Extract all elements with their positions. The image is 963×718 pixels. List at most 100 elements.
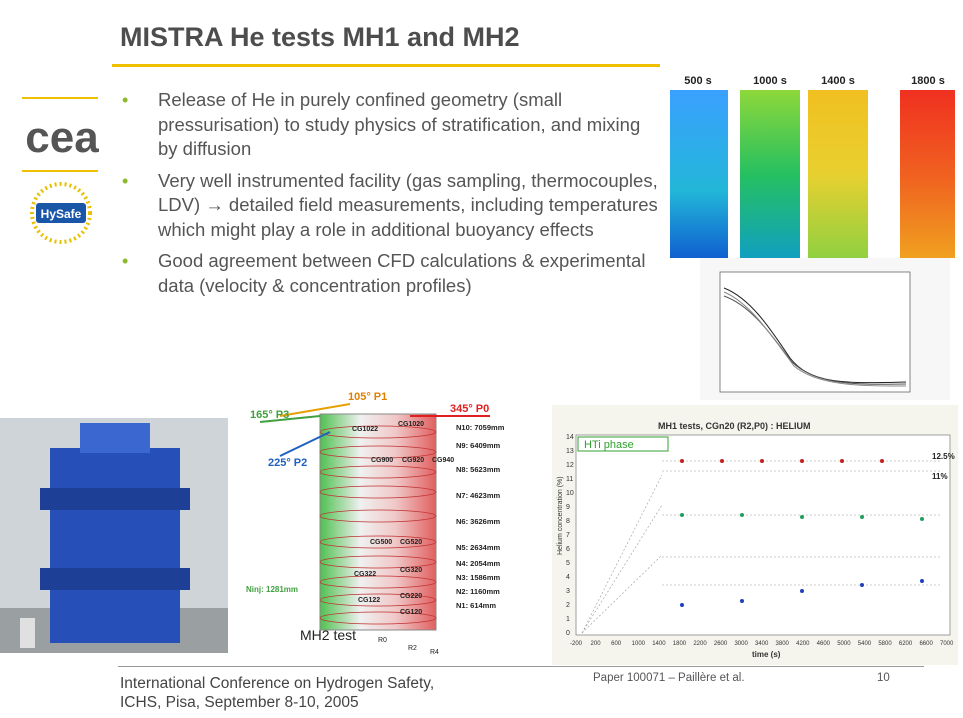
cg-label: CG220 [400, 593, 422, 600]
velocity-profile-plot [700, 258, 950, 400]
hysafe-logo: HySafe [30, 182, 92, 244]
x-tick-label: 5400 [858, 641, 872, 647]
snapshot-time-label: 1800 s [911, 75, 945, 87]
y-tick-label: 2 [566, 602, 570, 609]
x-tick-label: 5000 [837, 641, 851, 647]
bullet-item: • Release of He in purely confined geomet… [118, 88, 658, 162]
snapshot-time-label: 1000 s [753, 75, 787, 87]
hysafe-logo-text: HySafe [41, 207, 82, 221]
snapshot-500s: 500 s [670, 75, 728, 258]
x-tick-label: 5800 [878, 641, 892, 647]
bullet-text: Release of He in purely confined geometr… [158, 89, 641, 159]
footer-conference-line1: International Conference on Hydrogen Saf… [120, 675, 435, 692]
bullet-item: • Good agreement between CFD calculations… [118, 249, 658, 298]
page-number: 10 [877, 672, 890, 684]
x-tick-label: 4200 [796, 641, 810, 647]
y-tick-label: 7 [566, 532, 570, 539]
angle-p0: 345° P0 [450, 403, 489, 415]
snapshot-time-label: 500 s [684, 75, 712, 87]
annotation-12-5: 12.5% [932, 452, 955, 461]
cea-logo-text: cea [25, 113, 99, 162]
x-tick-label: 2200 [693, 641, 707, 647]
bullet-marker: • [122, 251, 129, 271]
y-tick-label: 6 [566, 546, 570, 553]
radius-label: R0 [378, 637, 387, 644]
injection-level: Ninj: 1281mm [246, 585, 298, 594]
y-tick-label: 10 [566, 490, 574, 497]
level-label: N9: 6409mm [456, 441, 501, 450]
cfd-snapshots: 500 s 1000 s 1400 s 1800 s [670, 75, 955, 258]
level-label: N7: 4623mm [456, 491, 501, 500]
x-tick-label: 1000 [632, 641, 646, 647]
x-tick-label: 1800 [673, 641, 687, 647]
snapshot-1000s: 1000 s [740, 75, 800, 258]
x-tick-label: 1400 [652, 641, 666, 647]
level-label: N2: 1160mm [456, 587, 500, 596]
cg-label: CG320 [400, 567, 422, 574]
radius-label: R4 [430, 649, 439, 654]
cea-logo: cea [25, 113, 99, 162]
footer-conference: International Conference on Hydrogen Saf… [120, 674, 540, 712]
x-tick-label: 6200 [899, 641, 913, 647]
y-tick-label: 1 [566, 616, 570, 623]
x-tick-label: 600 [611, 641, 622, 647]
test-label: MH2 test [300, 627, 356, 643]
chart-title: MH1 tests, CGn20 (R2,P0) : HELIUM [658, 421, 811, 431]
level-label: N5: 2634mm [456, 543, 501, 552]
y-tick-label: 4 [566, 574, 570, 581]
angle-p2: 225° P2 [268, 457, 307, 469]
x-tick-label: 6600 [919, 641, 933, 647]
y-tick-label: 3 [566, 588, 570, 595]
annotation-11: 11% [932, 472, 948, 481]
y-axis-label: Helium concentration (%) [557, 476, 564, 555]
level-label: N10: 7059mm [456, 423, 505, 432]
cg-label: CG1022 [352, 426, 378, 433]
cg-label: CG940 [432, 457, 454, 464]
y-tick-label: 13 [566, 448, 574, 455]
y-tick-label: 8 [566, 518, 570, 525]
x-tick-label: 200 [591, 641, 602, 647]
level-label: N4: 2054mm [456, 559, 501, 568]
x-tick-label: 2600 [714, 641, 728, 647]
snapshot-1400s: 1400 s [808, 75, 868, 258]
x-tick-label: 4600 [817, 641, 831, 647]
x-tick-label: -200 [570, 641, 583, 647]
logo-divider-bottom [22, 170, 98, 172]
bullet-item: • Very well instrumented facility (gas sa… [118, 169, 658, 243]
x-tick-label: 3400 [755, 641, 769, 647]
footer-conference-line2: ICHS, Pisa, September 8-10, 2005 [120, 694, 359, 711]
bullet-marker: • [122, 170, 129, 191]
angle-p3: 165° P3 [250, 409, 289, 421]
cg-label: CG1020 [398, 421, 424, 428]
y-tick-label: 11 [566, 476, 573, 483]
y-tick-label: 9 [566, 504, 570, 511]
cg-label: CG120 [400, 609, 422, 616]
footer-paper-ref: Paper 100071 – Paillère et al. [593, 672, 745, 684]
bullet-marker: • [122, 90, 129, 110]
y-tick-label: 5 [566, 560, 570, 567]
level-label: N1: 614mm [456, 601, 496, 610]
level-label: N6: 3626mm [456, 517, 501, 526]
y-tick-label: 12 [566, 462, 574, 469]
mh2-schematic: 105° P1 165° P3 345° P0 225° P2 CG1022 C… [246, 391, 505, 654]
cg-label: CG322 [354, 571, 376, 578]
x-axis-label: time (s) [752, 650, 781, 659]
angle-p1: 105° P1 [348, 391, 387, 403]
slide-title: MISTRA He tests MH1 and MH2 [120, 22, 520, 52]
helium-concentration-chart: MH1 tests, CGn20 (R2,P0) : HELIUM HTi ph… [552, 405, 958, 665]
x-tick-label: 3800 [776, 641, 790, 647]
cg-label: CG520 [400, 539, 422, 546]
cg-label: CG500 [370, 539, 392, 546]
facility-photo [0, 418, 228, 653]
footer-rule [118, 666, 924, 667]
title-rule [112, 64, 660, 67]
phase-label: HTi phase [584, 439, 634, 451]
level-label: N3: 1586mm [456, 573, 501, 582]
cg-label: CG900 [371, 457, 393, 464]
bullet-text: Very well instrumented facility (gas sam… [158, 169, 658, 240]
x-tick-label: 7000 [940, 641, 954, 647]
cg-label: CG122 [358, 597, 380, 604]
logo-divider-top [22, 97, 98, 99]
bullet-list: • Release of He in purely confined geomet… [118, 88, 658, 305]
y-tick-label: 0 [566, 630, 570, 637]
